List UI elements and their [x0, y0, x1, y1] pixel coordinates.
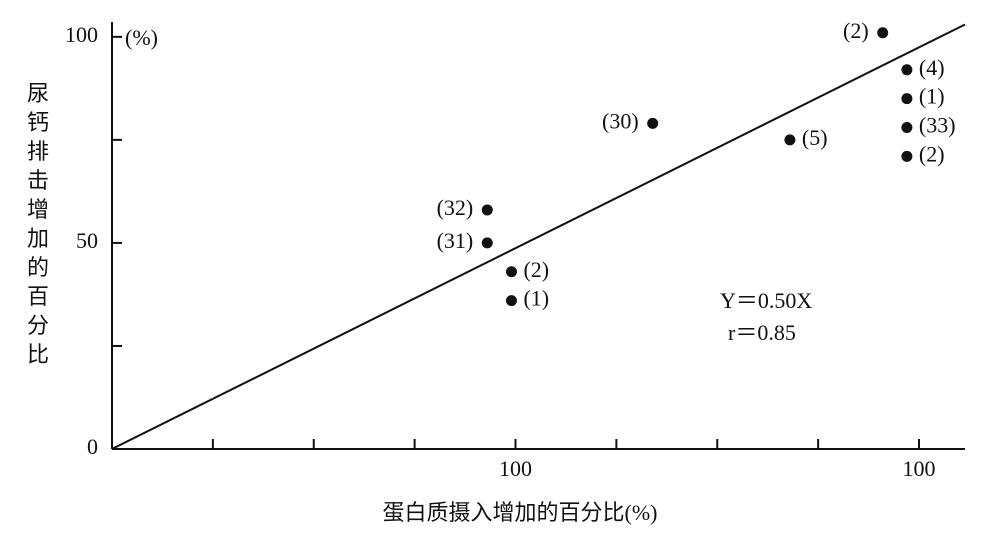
- y-unit: (%): [125, 25, 158, 50]
- x-axis-label: 蛋白质摄入增加的百分比(%): [383, 500, 658, 525]
- point: [481, 237, 493, 249]
- annotation: r＝0.85: [728, 320, 796, 345]
- x-tick-label: 100: [903, 456, 936, 481]
- y-tick-label: 0: [87, 434, 98, 459]
- point-label: (32): [437, 195, 474, 220]
- fit-line: [111, 23, 966, 450]
- point-label: (5): [802, 125, 828, 150]
- x-tick-label: 100: [499, 456, 532, 481]
- point: [505, 266, 517, 278]
- y-axis-label: 尿钙排击增加的百分比: [27, 82, 49, 368]
- point-label: (1): [919, 84, 945, 109]
- point-label: (4): [919, 55, 945, 80]
- point: [647, 117, 659, 129]
- point-label: (30): [602, 108, 639, 133]
- point: [877, 27, 889, 39]
- point: [901, 93, 913, 105]
- annotation: Y＝0.50X: [720, 288, 812, 313]
- point-label: (2): [919, 141, 945, 166]
- point: [505, 295, 517, 307]
- point: [901, 150, 913, 162]
- point-label: (33): [919, 113, 956, 138]
- point-label: (1): [523, 286, 549, 311]
- point: [901, 64, 913, 76]
- point-label: (31): [437, 228, 474, 253]
- point-label: (2): [843, 18, 869, 43]
- y-tick-label: 50: [76, 228, 98, 253]
- point: [901, 122, 913, 134]
- point: [481, 204, 493, 216]
- point: [784, 134, 796, 146]
- y-tick-label: 100: [65, 22, 98, 47]
- point-label: (2): [523, 257, 549, 282]
